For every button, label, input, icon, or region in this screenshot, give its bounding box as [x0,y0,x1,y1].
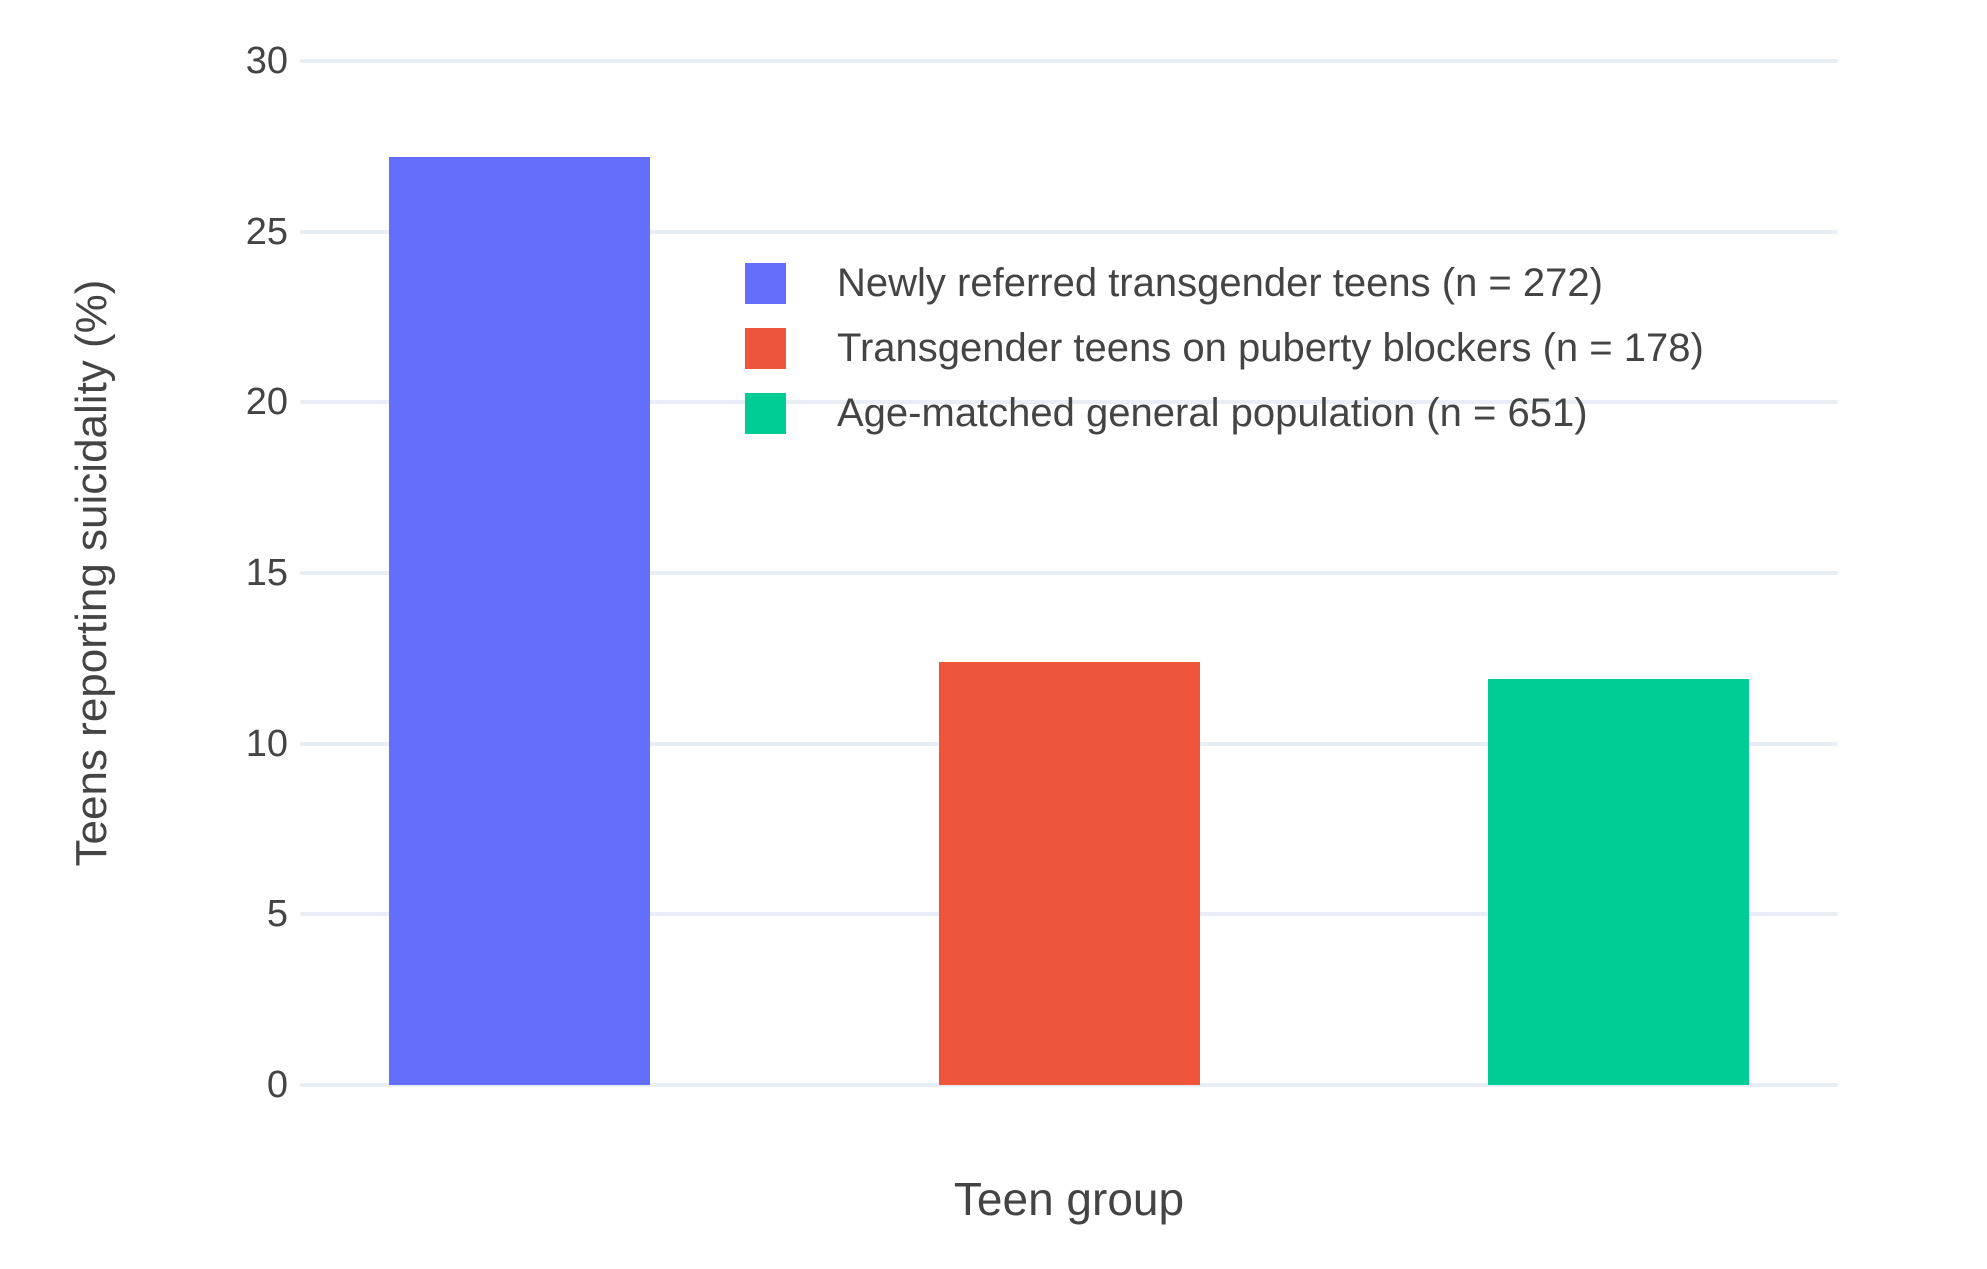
bar-1[interactable] [389,156,651,1085]
gridline-y-30 [300,59,1838,63]
bar-2[interactable] [938,661,1200,1085]
y-tick-label-15: 15 [245,552,288,594]
gridline-y-0 [300,1083,1838,1087]
bar-3[interactable] [1487,678,1749,1085]
legend: Newly referred transgender teens (n = 27… [745,263,1704,458]
legend-item-1[interactable]: Newly referred transgender teens (n = 27… [745,263,1704,304]
legend-swatch-icon [745,328,786,369]
legend-item-2[interactable]: Transgender teens on puberty blockers (n… [745,328,1704,369]
gridline-y-25 [300,229,1838,234]
legend-label: Transgender teens on puberty blockers (n… [837,326,1704,370]
legend-item-3[interactable]: Age-matched general population (n = 651) [745,393,1704,434]
y-tick-label-10: 10 [245,722,288,765]
y-tick-label-0: 0 [266,1064,288,1106]
gridline-y-20 [300,400,1838,405]
legend-label: Newly referred transgender teens (n = 27… [837,261,1603,305]
legend-swatch-icon [745,263,786,304]
legend-swatch-icon [745,393,786,434]
x-axis-title: Teen group [953,1173,1185,1225]
y-tick-label-20: 20 [245,381,288,424]
y-tick-label-25: 25 [245,210,288,253]
y-tick-label-30: 30 [245,40,288,82]
y-tick-label-5: 5 [266,893,288,936]
legend-label: Age-matched general population (n = 651) [837,391,1588,435]
plot-area [300,59,1838,1087]
gridline-y-15 [300,571,1838,575]
